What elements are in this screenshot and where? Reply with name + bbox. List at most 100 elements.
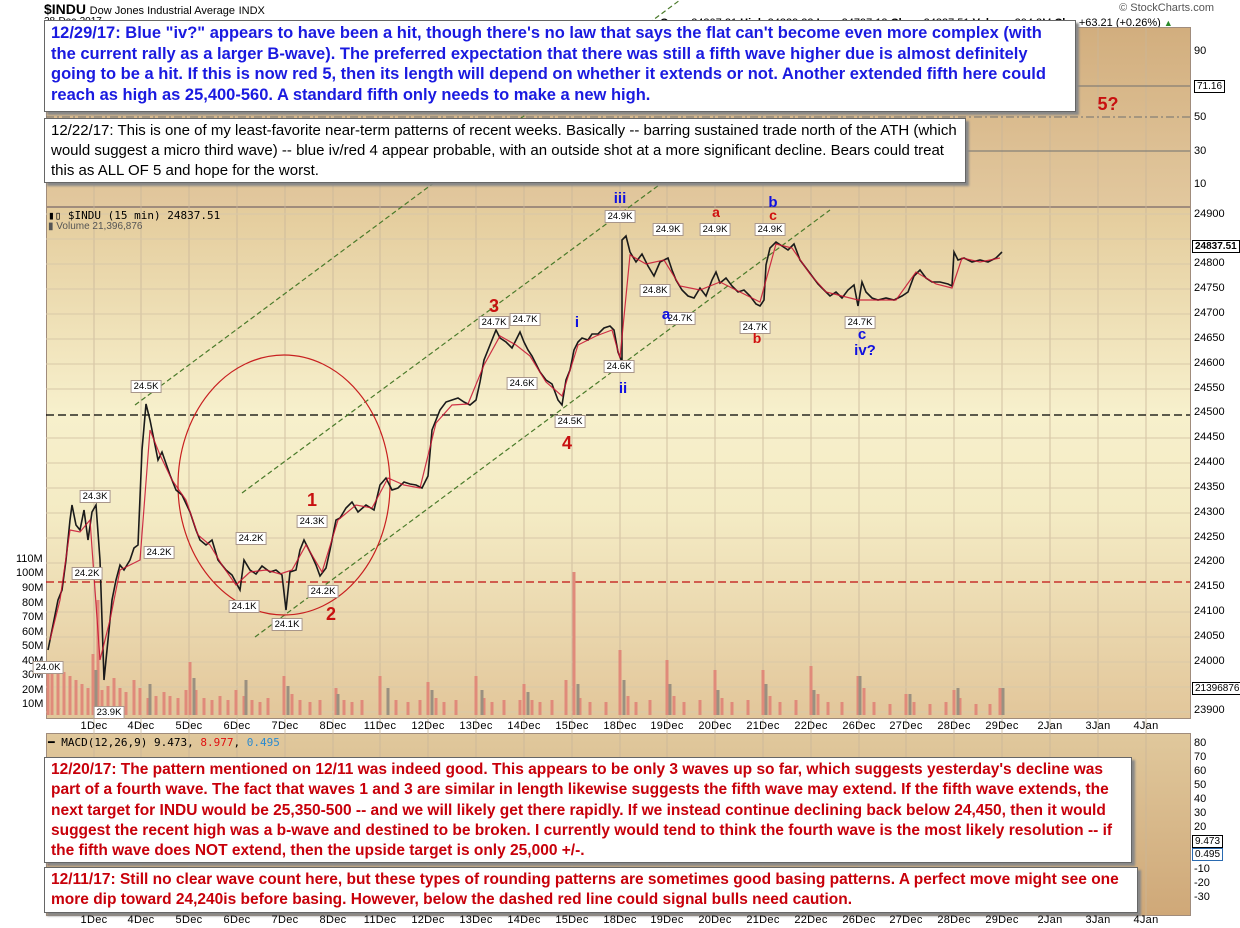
wave-label-blue-iv: iv?: [854, 342, 876, 359]
price-tick: 24300: [1194, 506, 1225, 518]
price-tick: 24750: [1194, 282, 1225, 294]
price-tag: 24.9K: [754, 223, 786, 236]
macd-last-value: 9.473: [1192, 835, 1224, 848]
price-tag: 24.7K: [478, 316, 510, 329]
wave-label-red-c: c: [769, 207, 777, 223]
price-tick: 23900: [1194, 704, 1225, 716]
price-tick: 24200: [1194, 555, 1225, 567]
price-tick: 24800: [1194, 257, 1225, 269]
price-tag: 24.5K: [554, 415, 586, 428]
volume-bars: [46, 572, 1005, 715]
rsi-tick: 10: [1194, 178, 1207, 190]
price-tag: 24.9K: [652, 223, 684, 236]
price-tag: 24.2K: [143, 546, 175, 559]
price-tag: 23.9K: [93, 706, 125, 719]
wave-label-red-1: 1: [306, 490, 318, 510]
wave-label-blue-c: c: [857, 326, 867, 343]
price-legend: ▮▯ $INDU (15 min) 24837.51: [48, 209, 221, 222]
volume-bars-icon: ▮: [48, 221, 54, 232]
exchange: INDX: [238, 5, 265, 17]
price-tick: 24450: [1194, 431, 1225, 443]
macd-tick: 60: [1194, 765, 1207, 777]
wave-label-blue-ii: ii: [618, 380, 628, 397]
price-tick: 24400: [1194, 456, 1225, 468]
price-tag: 24.9K: [604, 210, 636, 223]
volume-tick: 50M: [22, 640, 44, 652]
price-tag: 24.6K: [603, 360, 635, 373]
volume-tick: 60M: [22, 626, 44, 638]
volume-tick: 90M: [22, 582, 44, 594]
price-tag: 24.7K: [664, 312, 696, 325]
price-tag: 24.2K: [71, 567, 103, 580]
macd-histogram-last-value: 0.495: [1192, 848, 1224, 861]
macd-tick: 30: [1194, 807, 1207, 819]
macd-tick: 40: [1194, 793, 1207, 805]
price-tick: 24050: [1194, 630, 1225, 642]
price-tag: 24.1K: [228, 600, 260, 613]
chart-symbol-header: $INDU Dow Jones Industrial Average INDX: [44, 1, 265, 17]
candlestick-icon: ▮▯: [48, 209, 62, 222]
price-tick: 24100: [1194, 605, 1225, 617]
price-tag: 24.7K: [739, 321, 771, 334]
wave-label-blue-a: a: [661, 306, 671, 323]
macd-line-icon: ━: [48, 736, 55, 749]
wave-label-blue-iii: iii: [613, 190, 627, 207]
annotation-note-12-29: 12/29/17: Blue "iv?" appears to have bee…: [44, 20, 1076, 112]
price-tag: 24.0K: [32, 661, 64, 674]
annotation-note-12-20: 12/20/17: The pattern mentioned on 12/11…: [44, 757, 1132, 863]
price-tag: 24.9K: [699, 223, 731, 236]
price-tick: 24650: [1194, 332, 1225, 344]
last-volume: 21396876: [1192, 682, 1240, 695]
macd-tick: -30: [1194, 891, 1210, 903]
price-tag: 24.2K: [235, 532, 267, 545]
macd-tick: -20: [1194, 877, 1210, 889]
price-tick: 24350: [1194, 481, 1225, 493]
rsi-tick: 90: [1194, 45, 1207, 57]
volume-tick: 110M: [16, 553, 43, 565]
price-tag: 24.3K: [296, 515, 328, 528]
wave-label-blue-i: i: [574, 314, 580, 331]
wave-label-red-5: 5?: [1097, 94, 1119, 114]
macd-legend: ━ MACD(12,26,9) 9.473, 8.977, 0.495: [48, 736, 280, 749]
wave-label-red-b: b: [752, 330, 762, 346]
wave-label-blue-b: b: [768, 194, 778, 211]
price-tag: 24.7K: [509, 313, 541, 326]
price-tag: 24.6K: [506, 377, 538, 390]
price-tag: 24.5K: [130, 380, 162, 393]
annotation-note-12-22: 12/22/17: This is one of my least-favori…: [44, 118, 966, 183]
rsi-tick: 50: [1194, 111, 1207, 123]
macd-tick: 70: [1194, 751, 1207, 763]
wave-label-red-4: 4: [561, 433, 573, 453]
price-tick: 24550: [1194, 382, 1225, 394]
symbol-name: Dow Jones Industrial Average: [89, 5, 235, 17]
price-tick: 24500: [1194, 406, 1225, 418]
macd-tick: 50: [1194, 779, 1207, 791]
price-tick: 24250: [1194, 531, 1225, 543]
price-tag: 24.1K: [271, 618, 303, 631]
price-tag: 24.7K: [844, 316, 876, 329]
price-tick: 24900: [1194, 208, 1225, 220]
price-tick: 24150: [1194, 580, 1225, 592]
annotation-note-12-11: 12/11/17: Still no clear wave count here…: [44, 867, 1138, 913]
wave-label-red-a: a: [712, 204, 720, 220]
price-tick: 24700: [1194, 307, 1225, 319]
price-tick: 24000: [1194, 655, 1225, 667]
volume-tick: 70M: [22, 611, 44, 623]
price-tag: 24.2K: [307, 585, 339, 598]
up-arrow-icon: ▲: [1163, 18, 1173, 28]
rsi-tick: 30: [1194, 145, 1207, 157]
volume-tick: 10M: [22, 698, 44, 710]
symbol: $INDU: [44, 1, 87, 17]
price-tag: 24.8K: [639, 284, 671, 297]
macd-tick: 80: [1194, 737, 1207, 749]
wave-label-red-3: 3: [488, 296, 500, 316]
volume-tick: 100M: [16, 567, 44, 579]
wave-label-red-2: 2: [325, 604, 337, 624]
volume-tick: 20M: [22, 684, 44, 696]
macd-tick: 20: [1194, 821, 1207, 833]
price-tag: 24.3K: [79, 490, 111, 503]
volume-tick: 80M: [22, 597, 44, 609]
copyright: © StockCharts.com: [1119, 2, 1214, 14]
last-price: 24837.51: [1192, 240, 1240, 253]
volume-legend: ▮ Volume 21,396,876: [48, 221, 143, 232]
